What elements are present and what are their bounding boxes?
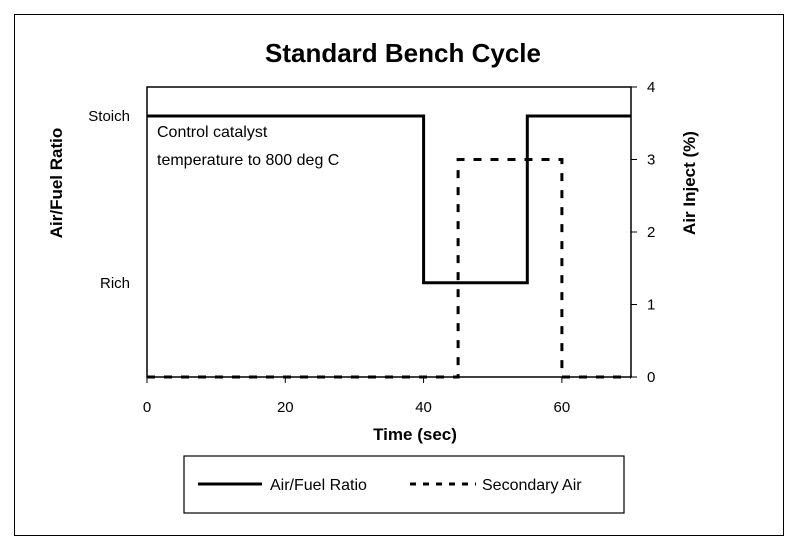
chart-title: Standard Bench Cycle	[265, 38, 541, 68]
annotation-line-2: temperature to 800 deg C	[157, 152, 339, 169]
x-tick-label: 20	[277, 399, 294, 416]
y2-tick-label: 0	[647, 369, 655, 386]
x-tick-label: 40	[415, 399, 432, 416]
y2-tick-label: 4	[647, 79, 655, 96]
y-axis-title: Air/Fuel Ratio	[47, 128, 66, 239]
y-tick-label: Rich	[100, 275, 130, 292]
legend-label-air-fuel: Air/Fuel Ratio	[270, 477, 367, 494]
x-axis-title: Time (sec)	[373, 425, 457, 444]
y-axis-left: Stoich Rich	[88, 108, 130, 292]
y2-axis-title: Air Inject (%)	[680, 131, 699, 235]
x-tick-label: 0	[143, 399, 151, 416]
chart-frame	[14, 14, 784, 536]
annotation-line-1: Control catalyst	[157, 124, 268, 141]
y-tick-label: Stoich	[88, 108, 130, 125]
legend-label-secondary-air: Secondary Air	[482, 477, 582, 494]
y2-tick-label: 1	[647, 297, 655, 314]
series-line-air-fuel-ratio	[147, 114, 631, 285]
y2-tick-label: 2	[647, 224, 655, 241]
y2-tick-label: 3	[647, 152, 655, 169]
x-tick-label: 60	[554, 399, 571, 416]
series-line-secondary-air	[147, 158, 631, 379]
y-axis-right: 0 1 2 3 4	[631, 79, 655, 386]
series-layer	[147, 114, 631, 379]
x-axis: 0 20 40 60	[143, 377, 570, 416]
